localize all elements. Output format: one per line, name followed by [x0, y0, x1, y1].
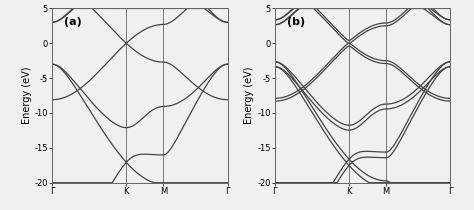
Text: (a): (a) — [64, 17, 82, 27]
Text: (b): (b) — [287, 17, 305, 27]
Y-axis label: Energy (eV): Energy (eV) — [22, 67, 32, 124]
Y-axis label: Energy (eV): Energy (eV) — [245, 67, 255, 124]
